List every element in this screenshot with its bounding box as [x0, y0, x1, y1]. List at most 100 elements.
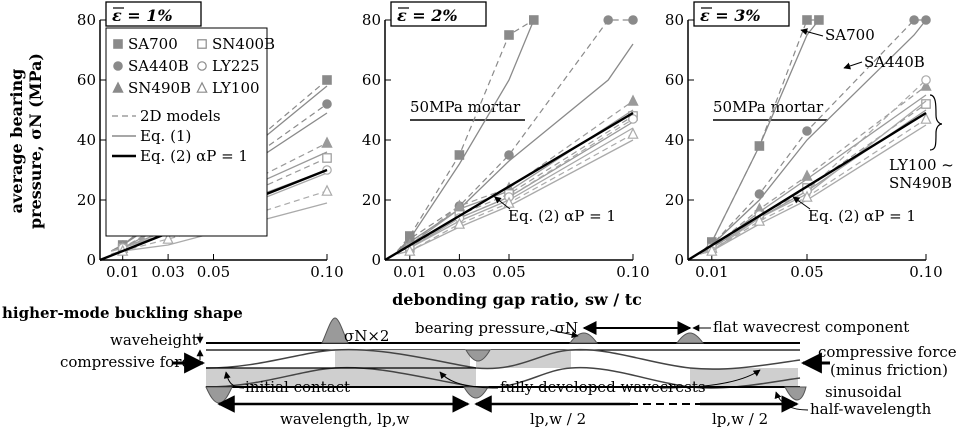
series-eq1-SN490B — [397, 109, 634, 252]
point-LY225 — [921, 75, 931, 85]
x-tick-label: 0.01 — [695, 263, 728, 281]
point-LY100 — [753, 214, 766, 226]
gray-band-4 — [335, 350, 470, 368]
buckling-diagram: higher-mode buckling shape waveheight co… — [2, 304, 957, 428]
panel-title-box — [693, 1, 790, 27]
chart-panels: 0 20 40 60 80 0.01 0.03 0.05 0.10 ε = 1% SA700 SN40… — [77, 1, 954, 281]
panel-title: ε = 2% — [397, 6, 458, 25]
point-SA440B — [802, 126, 812, 136]
point-SA700 — [528, 15, 539, 25]
gray-band-1 — [206, 368, 476, 387]
y-tick-label: 0 — [86, 251, 96, 269]
x-tick-label: 0.10 — [909, 263, 942, 281]
label-sigma2: σN×2 — [344, 327, 389, 345]
point-SA440B — [921, 15, 931, 25]
series-model-SN490B — [397, 100, 634, 252]
bump-mid — [465, 349, 491, 362]
x-tick-label: 0.05 — [492, 263, 525, 281]
panel-3: 0 20 40 60 80 0.01 0.05 0.10 50MPa mortar ε = 3% E… — [665, 1, 954, 281]
point-LY100 — [321, 184, 333, 196]
initial-leader — [223, 371, 245, 389]
point-SA440B — [754, 189, 765, 199]
y-tick-label: 60 — [362, 71, 381, 89]
y-tick-label: 60 — [77, 71, 96, 89]
panel-title-box — [105, 1, 202, 27]
point-SN400B — [322, 153, 332, 163]
point-SA440B — [504, 150, 514, 160]
point-SA440B — [628, 15, 638, 25]
point-SN490B — [627, 94, 639, 106]
bump-sigma2 — [321, 317, 349, 344]
point-LY100 — [920, 112, 932, 124]
bearing-arrow — [549, 329, 579, 339]
legend-box — [105, 27, 268, 237]
y-tick-label: 40 — [665, 131, 684, 149]
y-tick-label: 20 — [362, 191, 381, 209]
legend-label: LY100 — [212, 79, 260, 97]
wavy-plate-top — [205, 348, 801, 370]
legend-marker — [196, 81, 208, 93]
y-tick-label: 60 — [665, 71, 684, 89]
label-sinusoidal2: half-wavelength — [810, 400, 932, 418]
bump-bottom-1 — [205, 386, 233, 404]
legend-marker — [113, 61, 123, 71]
legend-label: SA700 — [128, 35, 178, 53]
y-tick-label: 0 — [674, 251, 684, 269]
legend-label: SN400B — [212, 35, 275, 53]
point-SN490B — [453, 199, 466, 211]
callout-sn490b: SN490B — [889, 174, 952, 192]
eq2-annotation: Eq. (2) αP = 1 — [508, 207, 616, 225]
x-tick-label: 0.05 — [790, 263, 823, 281]
y-tick-label: 40 — [77, 131, 96, 149]
point-LY100 — [162, 232, 174, 244]
label-wavelength: wavelength, lp,w — [280, 410, 409, 428]
point-SA700 — [322, 75, 332, 85]
y-tick-label: 80 — [362, 11, 381, 29]
label-bearing: bearing pressure, σN — [415, 319, 578, 337]
point-SN490B — [920, 79, 932, 91]
y-axis-title-line1: average bearing — [7, 69, 26, 214]
point-SN490B — [321, 136, 333, 148]
y-tick-label: 40 — [362, 131, 381, 149]
legend: SA700 SN400B SA440B LY225 SN490B LY100 2D mode… — [105, 27, 275, 237]
label-half1: lp,w / 2 — [530, 410, 586, 428]
x-tick-label: 0.01 — [393, 263, 426, 281]
x-tick-label: 0.03 — [151, 263, 184, 281]
legend-marker — [197, 39, 207, 49]
panel-title-box — [390, 1, 487, 27]
point-SA700 — [814, 15, 824, 25]
callout-ly100: LY100 ~ — [889, 156, 954, 174]
point-SA700 — [754, 141, 765, 151]
point-SA440B — [909, 15, 919, 25]
label-flat: flat wavecrest component — [713, 318, 909, 336]
point-LY100 — [453, 217, 466, 229]
label-initial: initial contact — [245, 378, 350, 396]
series-model-LY100 — [397, 133, 634, 255]
point-LY100 — [706, 244, 718, 256]
eq2-annotation: Eq. (2) αP = 1 — [808, 207, 916, 225]
x-tick-label: 0.03 — [443, 263, 476, 281]
legend-marker — [197, 61, 207, 71]
reference-label: 50MPa mortar — [410, 98, 521, 116]
legend-line-label: Eq. (1) — [140, 127, 191, 145]
label-compressive-right1: compressive force — [818, 343, 957, 361]
eq2-annotation-arrow — [494, 196, 511, 210]
panel-title: ε = 1% — [112, 6, 173, 25]
x-tick-label: 0.10 — [310, 263, 343, 281]
eq2-line — [687, 111, 927, 262]
point-SA700 — [802, 15, 812, 25]
panel-2: 0 20 40 60 80 0.01 0.03 0.05 0.10 50MPa mortar ε =… — [362, 1, 650, 281]
fully-leader-2 — [659, 369, 761, 389]
x-tick-label: 0.01 — [106, 263, 139, 281]
bump-bottom-2 — [463, 386, 489, 399]
legend-label: SN490B — [128, 79, 191, 97]
y-tick-label: 20 — [77, 191, 96, 209]
x-tick-label: 0.05 — [197, 263, 230, 281]
bump-3 — [676, 332, 704, 344]
point-SA700 — [504, 30, 514, 40]
point-LY100 — [404, 244, 416, 256]
reference-label: 50MPa mortar — [713, 98, 824, 116]
label-fully: fully developed wavecrests — [500, 378, 706, 396]
eq2-annotation-arrow — [792, 196, 811, 210]
callout-arrow — [843, 61, 863, 70]
